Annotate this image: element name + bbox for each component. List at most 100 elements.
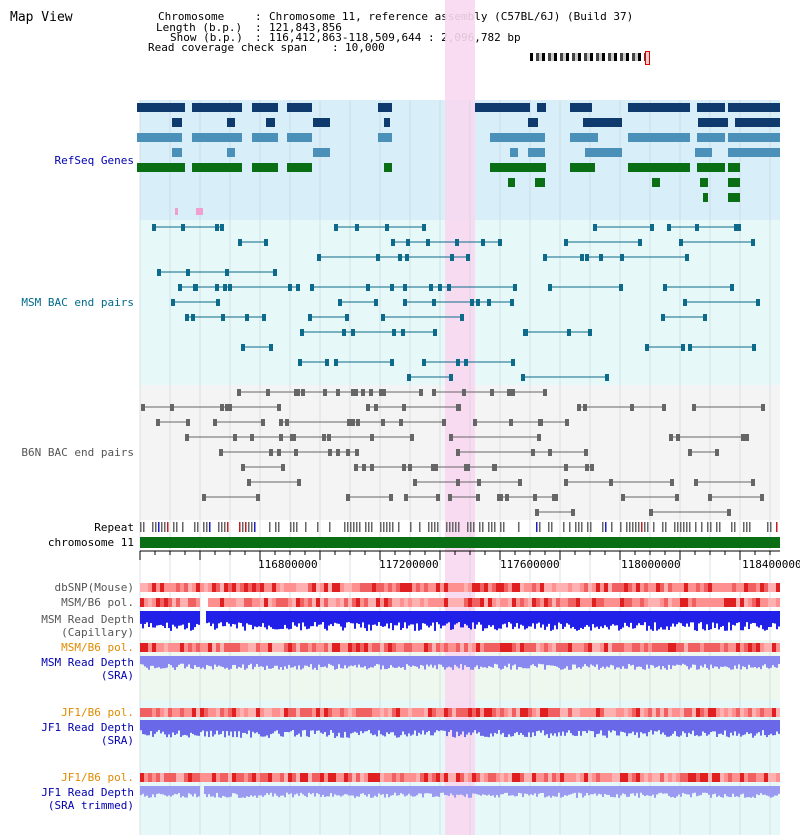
b6n-bac-pair-end[interactable] [247,479,251,486]
polymorphism-cell[interactable] [284,583,288,592]
depth-bar[interactable] [622,611,624,628]
repeat-mark[interactable] [140,522,142,532]
polymorphism-cell[interactable] [540,583,544,592]
depth-bar[interactable] [770,786,772,798]
polymorphism-cell[interactable] [476,708,480,717]
depth-bar[interactable] [488,656,490,667]
depth-bar[interactable] [300,786,302,793]
polymorphism-cell[interactable] [324,773,328,782]
repeat-mark[interactable] [686,522,688,532]
msm-bac-pair-end[interactable] [181,224,185,231]
polymorphism-cell[interactable] [264,643,268,652]
msm-bac-pair-end[interactable] [238,239,242,246]
gene-feature[interactable] [537,103,546,112]
depth-bar[interactable] [442,656,444,667]
depth-bar[interactable] [144,656,146,667]
polymorphism-cell[interactable] [672,598,676,607]
polymorphism-cell[interactable] [536,643,540,652]
msm-bac-pair-end[interactable] [391,239,395,246]
depth-bar[interactable] [276,720,278,731]
depth-bar[interactable] [742,611,744,631]
depth-bar[interactable] [540,656,542,665]
polymorphism-cell[interactable] [376,643,380,652]
polymorphism-cell[interactable] [776,708,780,717]
polymorphism-cell[interactable] [588,598,592,607]
polymorphism-cell[interactable] [396,773,400,782]
depth-bar[interactable] [688,656,690,670]
polymorphism-cell[interactable] [340,583,344,592]
depth-bar[interactable] [562,720,564,732]
msm-bac-pair-end[interactable] [605,374,609,381]
polymorphism-cell[interactable] [552,708,556,717]
depth-bar[interactable] [574,656,576,665]
polymorphism-cell[interactable] [552,598,556,607]
depth-bar[interactable] [176,786,178,795]
repeat-mark[interactable] [176,522,178,532]
msm-bac-pair-end[interactable] [679,239,683,246]
repeat-mark[interactable] [449,522,451,532]
polymorphism-cell[interactable] [388,583,392,592]
b6n-bac-pair-end[interactable] [261,419,265,426]
depth-bar[interactable] [324,656,326,667]
polymorphism-cell[interactable] [148,773,152,782]
depth-bar[interactable] [254,720,256,734]
polymorphism-cell[interactable] [328,598,332,607]
polymorphism-cell[interactable] [348,643,352,652]
depth-bar[interactable] [752,786,754,797]
depth-bar[interactable] [444,720,446,731]
depth-bar[interactable] [462,656,464,670]
depth-bar[interactable] [164,611,166,629]
depth-bar[interactable] [478,720,480,733]
depth-bar[interactable] [536,611,538,624]
depth-bar[interactable] [392,786,394,796]
depth-bar[interactable] [672,786,674,797]
depth-bar[interactable] [756,786,758,795]
depth-bar[interactable] [590,720,592,732]
depth-bar[interactable] [170,786,172,797]
polymorphism-cell[interactable] [344,598,348,607]
polymorphism-cell[interactable] [644,708,648,717]
polymorphism-cell[interactable] [216,708,220,717]
depth-bar[interactable] [372,656,374,668]
polymorphism-cell[interactable] [324,583,328,592]
depth-bar[interactable] [314,786,316,797]
depth-bar[interactable] [630,656,632,666]
depth-bar[interactable] [292,611,294,623]
polymorphism-cell[interactable] [736,598,740,607]
depth-bar[interactable] [302,720,304,731]
polymorphism-cell[interactable] [308,773,312,782]
depth-bar[interactable] [750,786,752,798]
polymorphism-cell[interactable] [392,643,396,652]
polymorphism-cell[interactable] [656,583,660,592]
depth-bar[interactable] [276,611,278,630]
b6n-bac-pair-end[interactable] [708,494,712,501]
polymorphism-cell[interactable] [540,643,544,652]
b6n-bac-pair-end[interactable] [688,449,692,456]
depth-bar[interactable] [518,720,520,735]
repeat-mark[interactable] [428,522,430,532]
polymorphism-cell[interactable] [164,773,168,782]
depth-bar[interactable] [266,720,268,736]
depth-bar[interactable] [338,720,340,733]
msm-bac-pair-end[interactable] [580,254,584,261]
repeat-mark[interactable] [602,522,604,532]
polymorphism-cell[interactable] [288,708,292,717]
msm-bac-pair-end[interactable] [498,239,502,246]
polymorphism-cell[interactable] [476,773,480,782]
polymorphism-cell[interactable] [552,773,556,782]
polymorphism-cell[interactable] [484,643,488,652]
depth-bar[interactable] [578,656,580,668]
depth-bar[interactable] [644,720,646,734]
polymorphism-cell[interactable] [732,643,736,652]
depth-bar[interactable] [478,786,480,795]
polymorphism-cell[interactable] [360,708,364,717]
polymorphism-cell[interactable] [532,598,536,607]
depth-bar[interactable] [746,656,748,670]
depth-bar[interactable] [192,720,194,735]
depth-bar[interactable] [684,656,686,665]
depth-bar[interactable] [336,611,338,624]
repeat-mark[interactable] [629,522,631,532]
polymorphism-cell[interactable] [176,773,180,782]
polymorphism-cell[interactable] [712,583,716,592]
depth-bar[interactable] [420,720,422,735]
